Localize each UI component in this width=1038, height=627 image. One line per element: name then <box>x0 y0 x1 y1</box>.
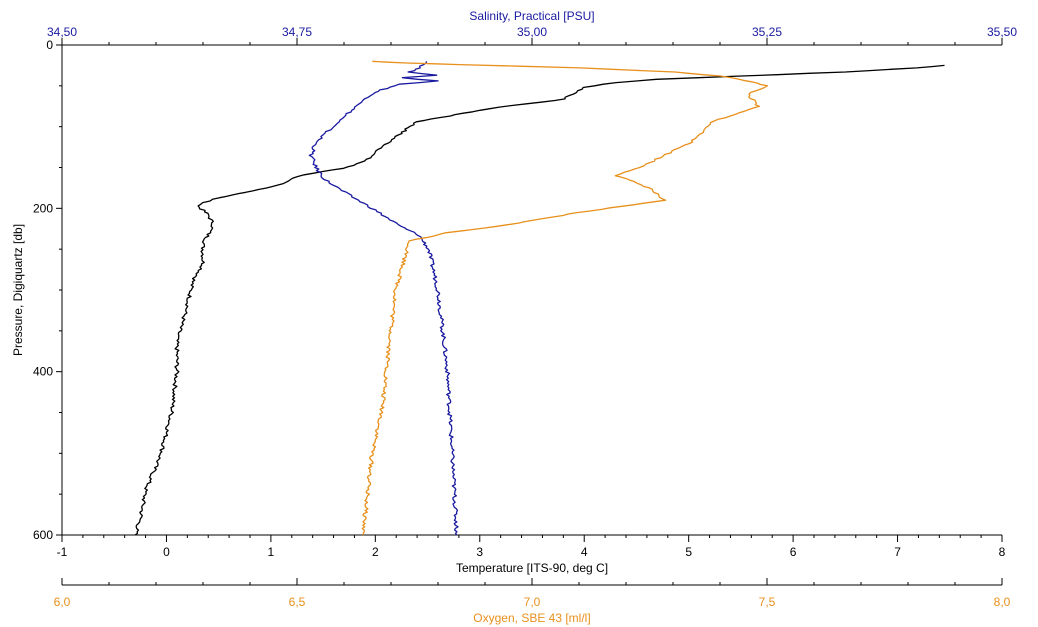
pressure-tick-label: 0 <box>46 38 53 52</box>
oxygen-axis-title: Oxygen, SBE 43 [ml/l] <box>473 611 590 625</box>
oxygen-tick-label: 8,0 <box>994 595 1011 609</box>
salinity-profile-line <box>308 61 459 536</box>
pressure-tick-label: 400 <box>33 365 53 379</box>
temperature-tick-label: -1 <box>57 545 68 559</box>
salinity-tick-label: 35,00 <box>517 25 547 39</box>
oxygen-profile-line <box>361 60 769 536</box>
salinity-tick-label: 34,50 <box>47 25 77 39</box>
temperature-tick-label: 3 <box>476 545 483 559</box>
salinity-tick-label: 34,75 <box>282 25 312 39</box>
ticks-layer <box>56 38 1003 585</box>
temperature-tick-label: 2 <box>372 545 379 559</box>
temperature-tick-label: 0 <box>163 545 170 559</box>
series-layer <box>134 60 945 536</box>
temperature-tick-label: 5 <box>685 545 692 559</box>
temperature-tick-label: 6 <box>790 545 797 559</box>
pressure-axis-title: Pressure, Digiquartz [db] <box>11 224 25 356</box>
oxygen-tick-label: 7,0 <box>524 595 541 609</box>
temperature-tick-label: 1 <box>268 545 275 559</box>
temperature-profile-line <box>134 64 945 536</box>
pressure-tick-label: 600 <box>33 528 53 542</box>
salinity-axis-title: Salinity, Practical [PSU] <box>469 9 594 23</box>
oxygen-tick-label: 6,5 <box>289 595 306 609</box>
temperature-tick-label: 7 <box>894 545 901 559</box>
salinity-tick-label: 35,25 <box>752 25 782 39</box>
oxygen-tick-label: 6,0 <box>54 595 71 609</box>
salinity-tick-label: 35,50 <box>987 25 1017 39</box>
temperature-tick-label: 8 <box>999 545 1006 559</box>
temperature-tick-label: 4 <box>581 545 588 559</box>
oxygen-tick-label: 7,5 <box>759 595 776 609</box>
pressure-tick-label: 200 <box>33 201 53 215</box>
labels-layer: 34,50 34,75 35,00 35,25 35,50 -1 0 1 2 3 4 5 6 7 8 6,0 6… <box>33 25 1017 609</box>
temperature-axis-title: Temperature [ITS-90, deg C] <box>456 561 608 575</box>
